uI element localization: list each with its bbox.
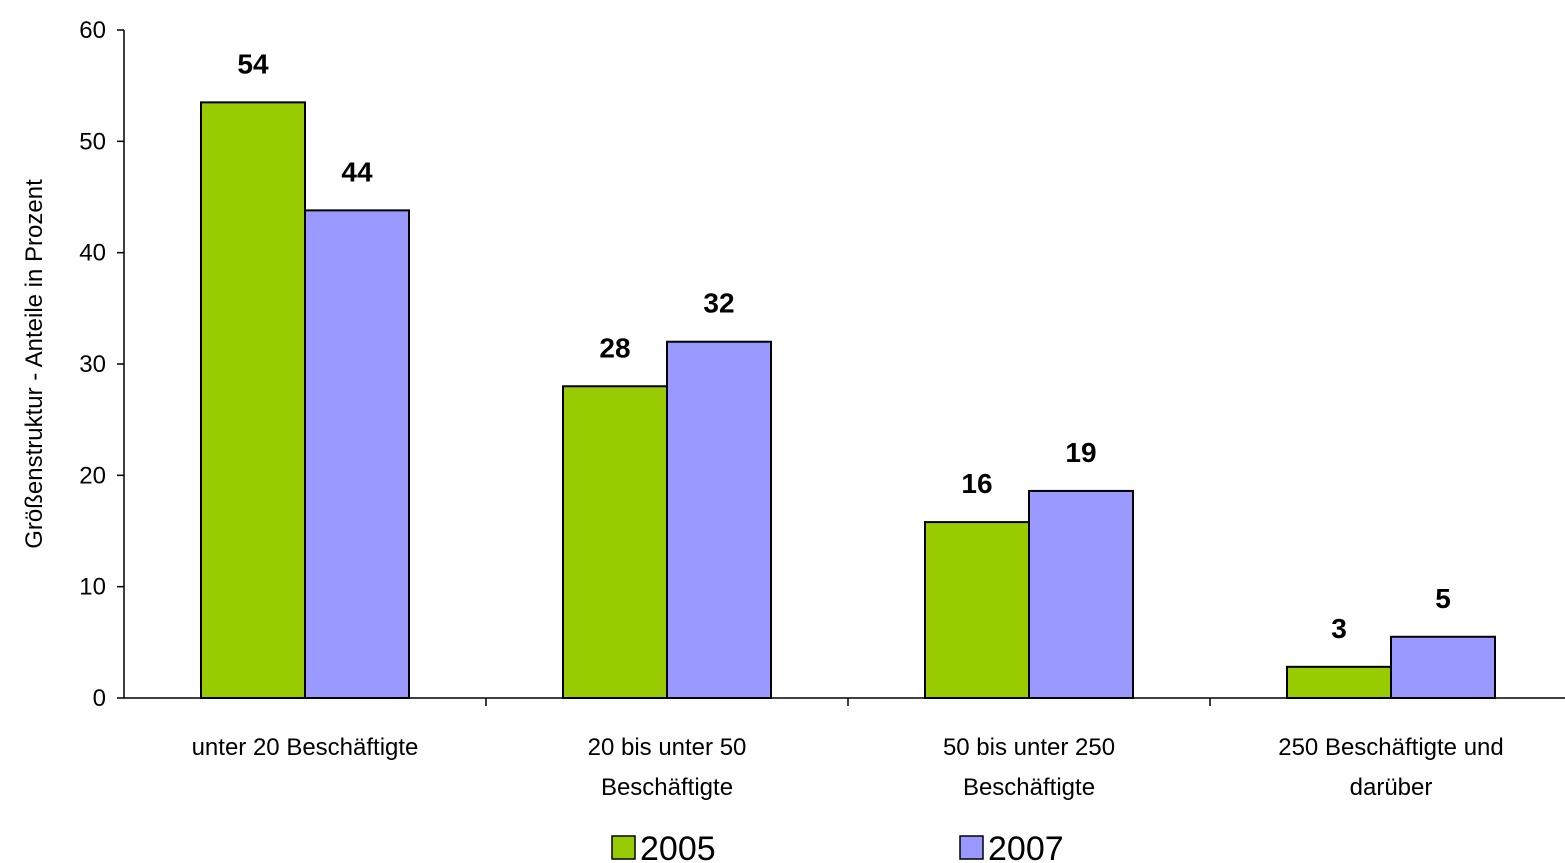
- bar-2007-1: [666, 340, 772, 699]
- x-category-label-line: unter 20 Beschäftigte: [192, 734, 419, 761]
- data-label-2005-1: 28: [599, 332, 630, 363]
- y-tick-label: 40: [79, 240, 106, 267]
- x-category-label-line: Beschäftigte: [601, 774, 733, 801]
- data-label-2005-3: 3: [1331, 613, 1347, 644]
- x-category-label: unter 20 Beschäftigte: [192, 734, 419, 761]
- bar-2007-2: [1028, 489, 1134, 700]
- y-tick-label: 50: [79, 128, 106, 155]
- bar-2005-1: [562, 385, 668, 699]
- x-category-label-line: 250 Beschäftigte und: [1278, 734, 1504, 761]
- axes: 0 10 20 30 40 50 60 unter 20 Beschäftigte 20 bis…: [79, 17, 1565, 801]
- bars: 54 44 28 32 16 19 3 5: [200, 48, 1496, 700]
- data-label-2007-2: 19: [1065, 437, 1096, 468]
- x-category-label-line: darüber: [1350, 774, 1433, 801]
- bar-2007-3: [1390, 635, 1496, 699]
- legend-swatch-2007: [959, 835, 984, 860]
- legend-swatch-2005: [611, 835, 636, 860]
- bar-2007-0: [304, 209, 410, 700]
- bar-2005-2: [924, 521, 1030, 699]
- y-tick-label: 10: [79, 574, 106, 601]
- data-label-2007-3: 5: [1435, 583, 1451, 614]
- data-label-2007-1: 32: [703, 288, 734, 319]
- y-tick-label: 0: [93, 685, 106, 712]
- x-category-label: 250 Beschäftigte und darüber: [1278, 734, 1504, 801]
- x-category-label: 50 bis unter 250 Beschäftigte: [943, 734, 1115, 801]
- x-category-label-line: Beschäftigte: [963, 774, 1095, 801]
- legend: 2005 2007: [611, 830, 1064, 863]
- y-tick-label: 20: [79, 462, 106, 489]
- y-tick-label: 60: [79, 17, 106, 44]
- legend-label-2005: 2005: [640, 830, 716, 863]
- data-label-2007-0: 44: [341, 156, 373, 187]
- x-category-label-line: 50 bis unter 250: [943, 734, 1115, 761]
- legend-label-2007: 2007: [988, 830, 1064, 863]
- x-category-label: 20 bis unter 50 Beschäftigte: [588, 734, 747, 801]
- bar-2005-0: [200, 101, 306, 700]
- data-label-2005-2: 16: [961, 468, 992, 499]
- y-tick-label: 30: [79, 351, 106, 378]
- y-axis-title: Größenstruktur - Anteile in Prozent: [21, 179, 48, 549]
- data-label-2005-0: 54: [237, 48, 269, 79]
- x-category-label-line: 20 bis unter 50: [588, 734, 747, 761]
- bar-2005-3: [1286, 665, 1392, 699]
